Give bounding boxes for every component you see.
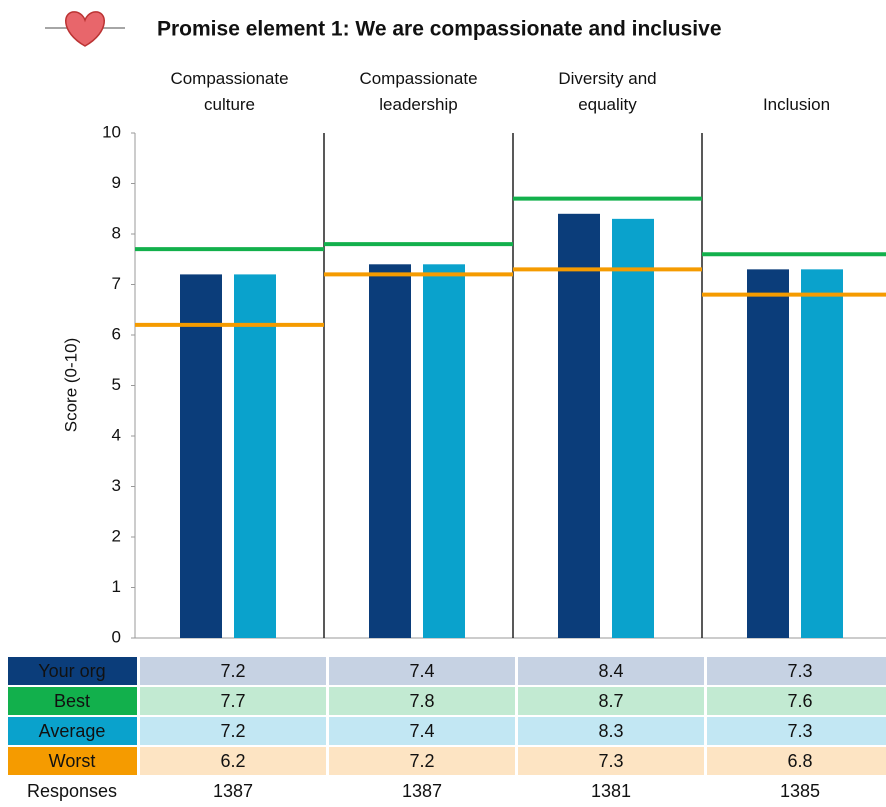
table-value: 1387 [213,781,253,801]
category-label-box: Compassionate culture [170,69,289,114]
table-value: 7.8 [409,691,434,711]
y-tick-label: 8 [112,223,121,242]
category-label-box: Inclusion [762,95,831,114]
table-value: 6.8 [787,751,812,771]
row-header: Average [39,721,106,741]
y-tick-label: 0 [112,627,121,646]
row-header: Best [54,691,90,711]
table-cell [140,747,326,775]
table-value: 7.3 [787,721,812,741]
table-value: 7.3 [598,751,623,771]
table-value: 7.2 [220,721,245,741]
category-label-box: Diversity and equality [558,69,657,114]
y-tick-label: 4 [112,425,121,444]
bar [558,213,600,639]
row-header: Worst [49,751,96,771]
table-value: 7.4 [409,661,434,681]
table-value: 7.3 [787,661,812,681]
table-value: 8.4 [598,661,623,681]
table-cell [140,657,326,685]
table-cell [329,747,515,775]
y-tick-label: 6 [112,324,121,343]
table-value: 6.2 [220,751,245,771]
y-tick-label: 1 [112,577,121,596]
table-cell [518,687,704,715]
category-label: Diversity and equality [558,69,657,114]
table-cell [707,717,886,745]
row-header-cell [8,687,137,715]
bar [423,264,465,638]
category-label: Compassionate culture [170,69,289,114]
category-label: Compassionate leadership [359,69,478,114]
table-value: 1385 [780,781,820,801]
bar [612,218,654,638]
table-value: 8.3 [598,721,623,741]
chart-title: Promise element 1: We are compassionate … [157,18,722,41]
table-cell [707,657,886,685]
table-value: 7.7 [220,691,245,711]
y-tick-label: 3 [112,476,121,495]
table-cell [518,747,704,775]
table-cell [329,687,515,715]
table-cell [518,717,704,745]
y-tick-label: 10 [102,122,121,141]
row-header: Your org [38,661,105,681]
bar [747,269,789,638]
bar [369,264,411,638]
table-value: 8.7 [598,691,623,711]
table-cell [329,657,515,685]
table-cell [140,717,326,745]
table-cell [518,657,704,685]
table-value: 7.2 [220,661,245,681]
table-value: 1381 [591,781,631,801]
row-header: Responses [27,781,117,801]
table-value: 7.6 [787,691,812,711]
table-cell [707,747,886,775]
row-header-cell [8,717,137,745]
heart-icon [45,11,125,47]
category-label-box: Compassionate leadership [359,69,478,114]
table-cell [329,717,515,745]
table-cell [140,687,326,715]
category-label: Inclusion [762,95,831,114]
y-tick-label: 9 [112,173,121,192]
table-value: 1387 [402,781,442,801]
bar [801,269,843,638]
y-axis-label: Score (0-10) [61,338,80,432]
bar [234,274,276,638]
row-header-cell [8,657,137,685]
row-header-cell [8,747,137,775]
table-value: 7.2 [409,751,434,771]
table-value: 7.4 [409,721,434,741]
y-tick-label: 7 [112,274,121,293]
y-tick-label: 2 [112,526,121,545]
table-cell [707,687,886,715]
y-tick-label: 5 [112,375,121,394]
bar [180,274,222,638]
